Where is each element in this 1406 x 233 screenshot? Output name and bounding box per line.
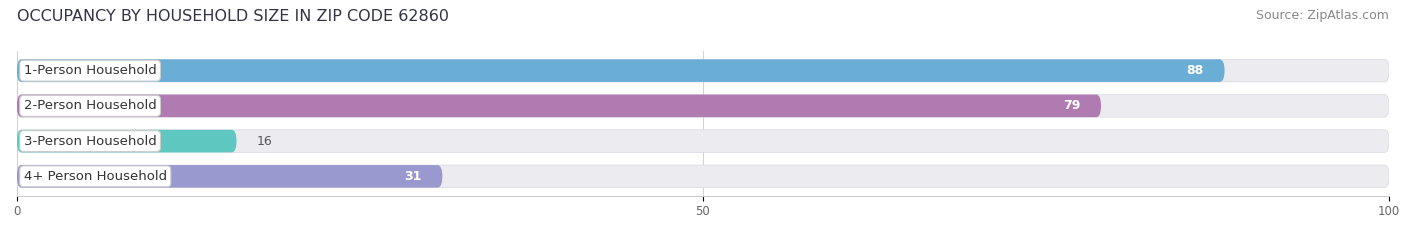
Text: 88: 88	[1187, 64, 1204, 77]
FancyBboxPatch shape	[17, 130, 236, 152]
FancyBboxPatch shape	[17, 59, 1225, 82]
Text: 16: 16	[257, 135, 273, 148]
Text: 79: 79	[1063, 99, 1080, 112]
FancyBboxPatch shape	[17, 165, 443, 188]
FancyBboxPatch shape	[17, 130, 1389, 152]
Text: OCCUPANCY BY HOUSEHOLD SIZE IN ZIP CODE 62860: OCCUPANCY BY HOUSEHOLD SIZE IN ZIP CODE …	[17, 9, 449, 24]
Text: 2-Person Household: 2-Person Household	[24, 99, 156, 112]
FancyBboxPatch shape	[17, 95, 1101, 117]
Text: Source: ZipAtlas.com: Source: ZipAtlas.com	[1256, 9, 1389, 22]
FancyBboxPatch shape	[17, 165, 1389, 188]
Text: 3-Person Household: 3-Person Household	[24, 135, 156, 148]
FancyBboxPatch shape	[17, 95, 1389, 117]
Text: 1-Person Household: 1-Person Household	[24, 64, 156, 77]
Text: 4+ Person Household: 4+ Person Household	[24, 170, 167, 183]
Text: 31: 31	[405, 170, 422, 183]
FancyBboxPatch shape	[17, 59, 1389, 82]
